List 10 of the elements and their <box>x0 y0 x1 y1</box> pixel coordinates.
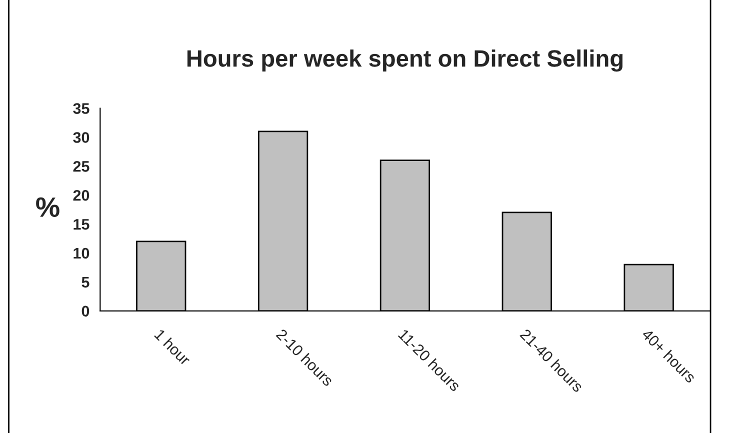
y-axis-title: % <box>36 197 60 217</box>
y-tick-label: 20 <box>73 190 90 201</box>
y-tick-label: 35 <box>73 103 90 114</box>
y-tick-label: 30 <box>73 132 90 143</box>
y-tick-label: 5 <box>82 276 90 288</box>
chart-title: Hours per week spent on Direct Selling <box>187 49 623 72</box>
y-tick-label: 15 <box>74 219 90 230</box>
y-tick-label: 10 <box>74 248 90 259</box>
y-tick-label: 0 <box>82 306 90 317</box>
y-tick-label: 25 <box>73 161 90 172</box>
